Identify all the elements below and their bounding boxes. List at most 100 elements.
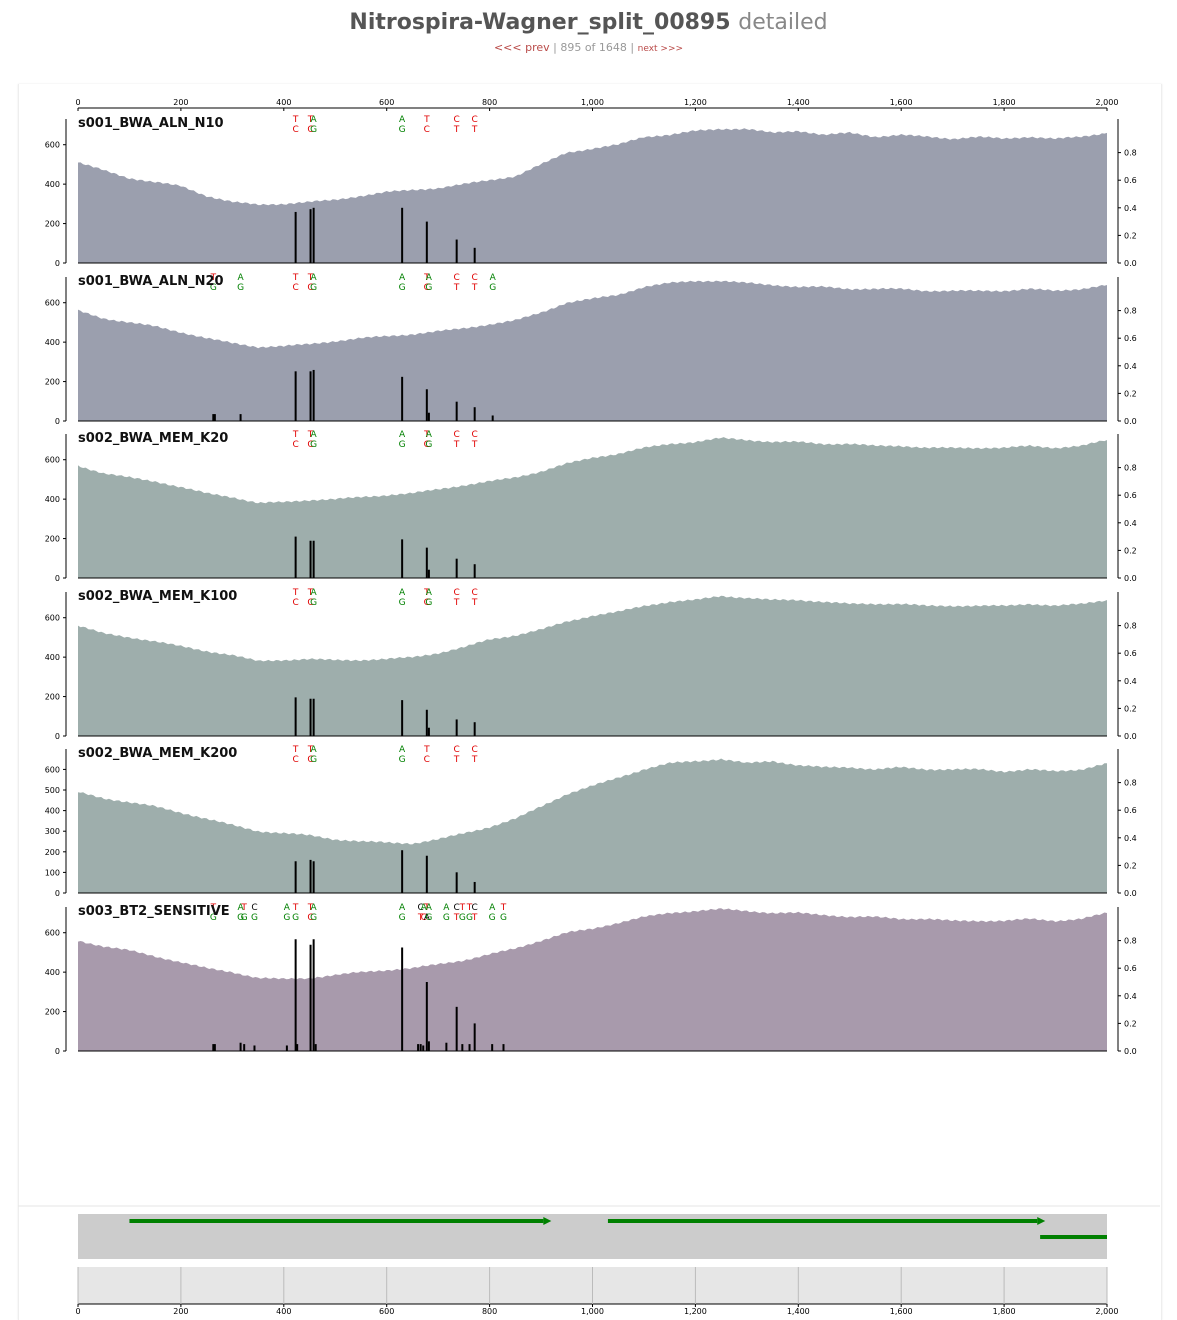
coverage-area [78,758,1107,893]
variant-base-top: T [423,903,430,913]
coverage-area [78,437,1107,578]
next-link[interactable]: next >>> [637,44,684,54]
left-y-tick-label: 0 [55,1047,60,1056]
variant-base-bottom: T [471,755,478,765]
right-y-axis: 0.0 0.2 0.4 0.6 0.8 [1117,592,1137,741]
right-y-tick-label: 0.8 [1124,307,1137,316]
bottom-x-tick-label: 1,800 [993,1307,1016,1316]
variant-base-top: C [454,588,460,598]
variant-base-top: T [292,115,299,125]
variant-base-bottom: G [399,755,406,765]
variant-base-top: A [311,115,318,125]
variant-base-top: T [292,430,299,440]
variant-base-bottom: G [425,440,432,450]
gene-track [18,1205,1160,1259]
variant-base-top: T [423,588,430,598]
left-y-tick-label: 200 [45,220,60,229]
left-y-tick-label: 600 [45,765,60,774]
variant-base-bottom: T [471,440,478,450]
bottom-x-tick-label: 1,400 [787,1307,810,1316]
top-x-tick-label: 1,000 [581,98,604,107]
variant-base-top: T [210,903,217,913]
variant-base-bottom: C [307,283,313,293]
variant-base-top: A [237,903,244,913]
top-x-tick-label: 0 [75,98,80,107]
variant-base-top: A [426,903,433,913]
right-y-tick-label: 0.6 [1124,176,1137,185]
right-y-tick-label: 0.0 [1124,732,1137,741]
right-y-tick-label: 0.0 [1124,259,1137,268]
right-y-tick-label: 0.8 [1124,937,1137,946]
gene-arrow-head [1037,1217,1046,1225]
variant-base-bottom: G [237,913,244,923]
left-y-tick-label: 100 [45,868,60,877]
left-y-tick-label: 200 [45,378,60,387]
variant-base-bottom: C [424,283,430,293]
top-x-tick-label: 1,200 [684,98,707,107]
variant-base-bottom: A [424,913,431,923]
variant-base-top: C [472,430,478,440]
variant-base-top: A [311,903,318,913]
variant-base-bottom: G [237,283,244,293]
variant-base-top: A [443,903,450,913]
right-y-tick-label: 0.6 [1124,491,1137,500]
left-y-axis: 0 200 400 600 [45,119,67,268]
left-y-tick-label: 300 [45,827,60,836]
bottom-x-tick-label: 400 [276,1307,291,1316]
variant-base-top: A [490,273,497,283]
title-suffix: detailed [738,10,828,35]
variant-base-bottom: G [443,913,450,923]
variant-base-top: A [426,430,433,440]
variant-base-bottom: T [453,598,460,608]
variant-base-bottom: C [424,598,430,608]
left-y-axis: 0 100 200 300 400 500 600 [45,749,67,898]
right-y-tick-label: 0.8 [1124,464,1137,473]
right-y-tick-label: 0.8 [1124,149,1137,158]
bottom-x-tick-label: 200 [173,1307,188,1316]
top-x-tick-label: 800 [482,98,497,107]
right-y-axis: 0.0 0.2 0.4 0.6 0.8 [1117,749,1137,898]
variant-base-bottom: G [310,440,317,450]
variant-base-top: A [311,430,318,440]
left-y-tick-label: 0 [55,889,60,898]
left-y-tick-label: 600 [45,141,60,150]
variant-base-top: T [307,903,314,913]
variant-base-bottom: G [399,913,406,923]
right-y-axis: 0.0 0.2 0.4 0.6 0.8 [1117,119,1137,268]
variant-base-bottom: G [251,913,258,923]
variant-base-top: A [399,745,406,755]
variant-base-top: A [399,588,406,598]
sample-track: 01002003004005006000.00.20.40.60.8TCTCAG… [45,745,1137,898]
left-y-axis: 0 200 400 600 [45,434,67,583]
right-y-axis: 0.0 0.2 0.4 0.6 0.8 [1117,434,1137,583]
variant-base-top: A [399,430,406,440]
sample-track: 02004006000.00.20.40.60.8TGAGTCTCAGAGTCA… [45,273,1137,426]
variant-base-bottom: G [425,598,432,608]
right-y-tick-label: 0.2 [1124,704,1137,713]
sample-name: s003_BT2_SENSITIVE [78,904,230,919]
bottom-ruler: 0 200 400 600 800 1,000 1,200 1,400 1,600 1,800 2,… [75,1267,1118,1316]
left-y-axis: 0 200 400 600 [45,277,67,426]
prev-link[interactable]: <<< prev [493,41,550,54]
right-y-tick-label: 0.4 [1124,362,1137,371]
left-y-tick-label: 500 [45,786,60,795]
variant-base-bottom: C [292,755,298,765]
left-y-tick-label: 200 [45,535,60,544]
variant-base-top: A [237,273,244,283]
variant-base-bottom: C [424,755,430,765]
top-x-tick-label: 1,800 [993,98,1016,107]
variant-base-top: A [489,903,496,913]
right-y-tick-label: 0.2 [1124,546,1137,555]
variant-base-top: C [454,430,460,440]
right-y-axis: 0.0 0.2 0.4 0.6 0.8 [1117,907,1137,1056]
bottom-x-tick-label: 0 [75,1307,80,1316]
variant-base-top: T [423,745,430,755]
right-y-tick-label: 0.8 [1124,622,1137,631]
variant-base-top: C [454,115,460,125]
left-y-tick-label: 400 [45,807,60,816]
variant-base-top: A [311,588,318,598]
variant-base-bottom: G [466,913,473,923]
sample-track: 02004006000.00.20.40.60.8TGAGTGCGAGTGTCA… [45,903,1137,1056]
variant-base-bottom: G [425,913,432,923]
variant-base-top: C [418,903,424,913]
